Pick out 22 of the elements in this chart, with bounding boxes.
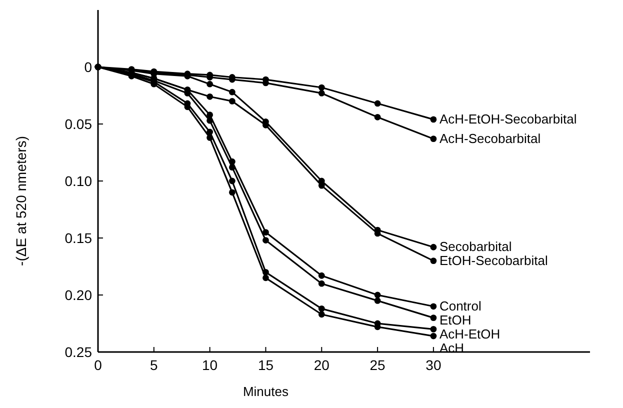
x-axis-title: Minutes bbox=[242, 384, 289, 399]
y-tick-label: 0 bbox=[84, 59, 92, 75]
x-tick-label: 5 bbox=[150, 357, 158, 373]
y-tick-label: 0.20 bbox=[64, 287, 92, 303]
x-tick-label: 20 bbox=[314, 357, 330, 373]
x-tick-label: 15 bbox=[258, 357, 274, 373]
series-label: EtOH-Secobarbital bbox=[439, 253, 548, 268]
x-tick-label: 30 bbox=[426, 357, 442, 373]
y-tick-label: 0.25 bbox=[64, 344, 92, 360]
series-label: EtOH bbox=[439, 312, 472, 328]
series-label: AcH-EtOH-Secobarbital bbox=[439, 111, 577, 126]
y-axis-title: -(ΔE at 520 nmeters) bbox=[13, 136, 29, 266]
series-label: Control bbox=[439, 298, 482, 314]
x-tick-label: 25 bbox=[370, 357, 386, 373]
y-tick-label: 0.15 bbox=[64, 230, 92, 246]
series-label: AcH-EtOH bbox=[439, 326, 500, 342]
series-label: AcH-Secobarbital bbox=[439, 130, 541, 146]
y-tick-label: 0.05 bbox=[64, 116, 92, 132]
x-tick-label: 0 bbox=[94, 357, 102, 373]
x-tick-label: 10 bbox=[202, 357, 218, 373]
y-tick-label: 0.10 bbox=[64, 173, 92, 189]
series-label: Secobarbital bbox=[439, 239, 512, 254]
